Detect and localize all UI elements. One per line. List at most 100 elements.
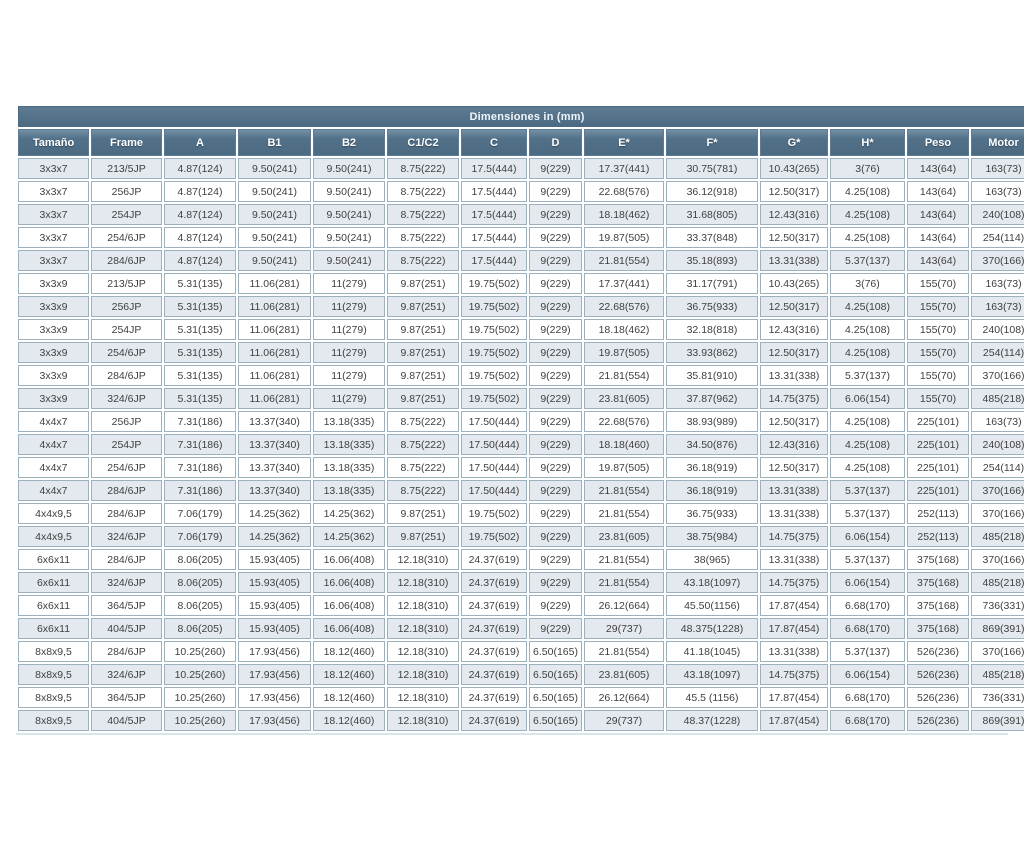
table-cell: 9.50(241) [238,204,311,225]
table-title: Dimensiones in (mm) [18,106,1024,127]
column-header-motor: Motor [971,129,1024,156]
table-cell: 21.81(554) [584,480,664,501]
table-cell: 4.87(124) [164,181,236,202]
table-cell: 485(218) [971,388,1024,409]
table-cell: 43.18(1097) [666,572,758,593]
table-cell: 225(101) [907,480,969,501]
table-cell: 284/6JP [91,503,162,524]
table-cell: 225(101) [907,457,969,478]
table-cell: 9(229) [529,503,582,524]
table-cell: 12.50(317) [760,411,828,432]
table-cell: 43.18(1097) [666,664,758,685]
table-cell: 22.68(576) [584,411,664,432]
table-cell: 254JP [91,434,162,455]
table-cell: 12.50(317) [760,457,828,478]
table-cell: 13.31(338) [760,641,828,662]
table-row: 4x4x9,5 284/6JP 7.06(179) 14.25(362) 14.25(3… [18,503,1024,524]
table-cell: 4.25(108) [830,411,905,432]
table-cell: 15.93(405) [238,549,311,570]
table-row: 8x8x9,5 284/6JP 10.25(260) 17.93(456) 18.12(… [18,641,1024,662]
table-cell: 143(64) [907,181,969,202]
table-cell: 370(166) [971,480,1024,501]
table-cell: 13.31(338) [760,503,828,524]
table-cell: 19.75(502) [461,342,527,363]
table-cell: 19.75(502) [461,296,527,317]
table-cell: 4.25(108) [830,319,905,340]
table-cell: 23.81(605) [584,388,664,409]
table-cell: 3x3x9 [18,273,89,294]
table-cell: 19.75(502) [461,365,527,386]
column-header-frame: Frame [91,129,162,156]
table-cell: 155(70) [907,273,969,294]
table-cell: 869(391) [971,710,1024,731]
table-cell: 17.87(454) [760,710,828,731]
table-cell: 11.06(281) [238,388,311,409]
table-row: 4x4x7 284/6JP 7.31(186) 13.37(340) 13.18(335… [18,480,1024,501]
table-cell: 15.93(405) [238,618,311,639]
table-cell: 35.18(893) [666,250,758,271]
table-cell: 17.5(444) [461,250,527,271]
table-cell: 6x6x11 [18,618,89,639]
table-cell: 33.93(862) [666,342,758,363]
table-cell: 31.68(805) [666,204,758,225]
table-cell: 3x3x7 [18,158,89,179]
table-row: 4x4x7 254/6JP 7.31(186) 13.37(340) 13.18(335… [18,457,1024,478]
column-header-b2: B2 [313,129,385,156]
table-cell: 13.37(340) [238,411,311,432]
table-cell: 8x8x9,5 [18,664,89,685]
table-cell: 9(229) [529,342,582,363]
table-cell: 45.50(1156) [666,595,758,616]
table-cell: 3x3x9 [18,342,89,363]
table-row: 4x4x7 254JP 7.31(186) 13.37(340) 13.18(335) 8… [18,434,1024,455]
table-cell: 24.37(619) [461,572,527,593]
table-cell: 36.18(919) [666,480,758,501]
table-cell: 10.43(265) [760,158,828,179]
table-cell: 163(73) [971,296,1024,317]
table-cell: 9(229) [529,618,582,639]
table-cell: 23.81(605) [584,526,664,547]
table-cell: 3(76) [830,273,905,294]
table-row: 6x6x11 364/5JP 8.06(205) 15.93(405) 16.06(40… [18,595,1024,616]
table-cell: 12.18(310) [387,549,459,570]
table-cell: 5.31(135) [164,388,236,409]
table-cell: 3x3x9 [18,388,89,409]
table-cell: 3x3x7 [18,250,89,271]
table-cell: 6.68(170) [830,687,905,708]
table-cell: 33.37(848) [666,227,758,248]
table-cell: 254(114) [971,227,1024,248]
table-cell: 14.25(362) [313,503,385,524]
column-header-c1-c2: C1/C2 [387,129,459,156]
table-cell: 12.18(310) [387,687,459,708]
table-cell: 254(114) [971,457,1024,478]
table-cell: 11(279) [313,273,385,294]
table-row: 6x6x11 324/6JP 8.06(205) 15.93(405) 16.06(40… [18,572,1024,593]
table-cell: 18.12(460) [313,710,385,731]
table-cell: 6x6x11 [18,572,89,593]
table-cell: 8.06(205) [164,572,236,593]
table-cell: 284/6JP [91,549,162,570]
table-cell: 9.87(251) [387,319,459,340]
table-cell: 8x8x9,5 [18,687,89,708]
table-cell: 36.75(933) [666,503,758,524]
table-row: 3x3x9 284/6JP 5.31(135) 11.06(281) 11(279) 9.… [18,365,1024,386]
table-cell: 11(279) [313,342,385,363]
table-cell: 5.31(135) [164,365,236,386]
table-cell: 24.37(619) [461,641,527,662]
table-cell: 9.50(241) [313,158,385,179]
table-cell: 18.12(460) [313,664,385,685]
table-cell: 8.06(205) [164,595,236,616]
table-cell: 4.25(108) [830,227,905,248]
table-cell: 15.93(405) [238,572,311,593]
column-header-a: A [164,129,236,156]
table-cell: 370(166) [971,641,1024,662]
table-cell: 10.25(260) [164,664,236,685]
table-cell: 17.5(444) [461,204,527,225]
table-cell: 17.50(444) [461,457,527,478]
table-cell: 17.37(441) [584,273,664,294]
table-cell: 12.50(317) [760,296,828,317]
table-cell: 6.06(154) [830,526,905,547]
table-cell: 31.17(791) [666,273,758,294]
table-cell: 6.50(165) [529,641,582,662]
title-row: Dimensiones in (mm) [18,106,1024,127]
table-cell: 17.87(454) [760,618,828,639]
